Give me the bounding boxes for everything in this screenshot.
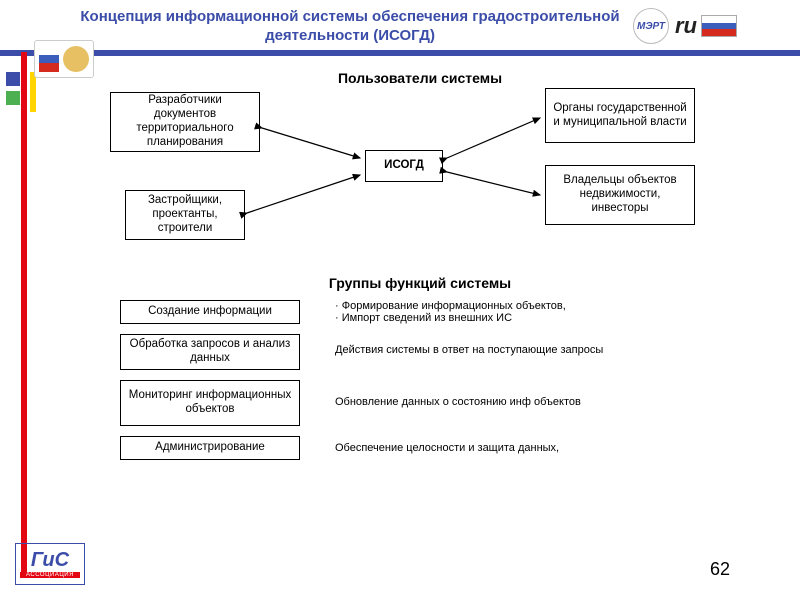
func-box-process: Обработка запросов и анализ данных [120, 334, 300, 370]
left-bar-yellow [30, 72, 36, 112]
header-band [0, 50, 800, 56]
user-box-authorities: Органы государственной и муниципальной в… [545, 88, 695, 143]
left-square-green [6, 91, 20, 105]
ru-flag-logo: ru [675, 8, 765, 44]
left-bar-red [21, 52, 27, 572]
gis-sub: АССОЦИАЦИЯ [20, 572, 80, 578]
gis-logo: ГиС АССОЦИАЦИЯ [15, 543, 85, 585]
center-isogd: ИСОГД [365, 150, 443, 182]
func-box-monitor: Мониторинг информационных объектов [120, 380, 300, 426]
gis-text: ГиС [31, 550, 69, 570]
left-square-blue [6, 72, 20, 86]
page-number: 62 [710, 559, 730, 580]
emblem-badge [34, 40, 94, 78]
func-box-admin: Администрирование [120, 436, 300, 460]
flag-icon [701, 15, 737, 37]
user-box-builders: Застройщики, проектанты, строители [125, 190, 245, 240]
func-desc-create: Формирование информационных объектов,Имп… [335, 300, 566, 324]
func-desc-monitor: Обновление данных о состоянию инф объект… [335, 396, 581, 408]
func-desc-process: Действия системы в ответ на поступающие … [335, 344, 603, 356]
mert-logo: МЭРТ [633, 8, 669, 44]
page-title: Концепция информационной системы обеспеч… [80, 8, 620, 46]
user-box-investors: Владельцы объектов недвижимости, инвесто… [545, 165, 695, 225]
user-box-developers: Разработчики документов территориального… [110, 92, 260, 152]
ru-text: ru [675, 13, 697, 39]
section-functions-title: Группы функций системы [270, 275, 570, 291]
func-box-create: Создание информации [120, 300, 300, 324]
func-desc-admin: Обеспечение целосности и защита данных, [335, 442, 559, 454]
section-users-title: Пользователи системы [300, 70, 540, 86]
